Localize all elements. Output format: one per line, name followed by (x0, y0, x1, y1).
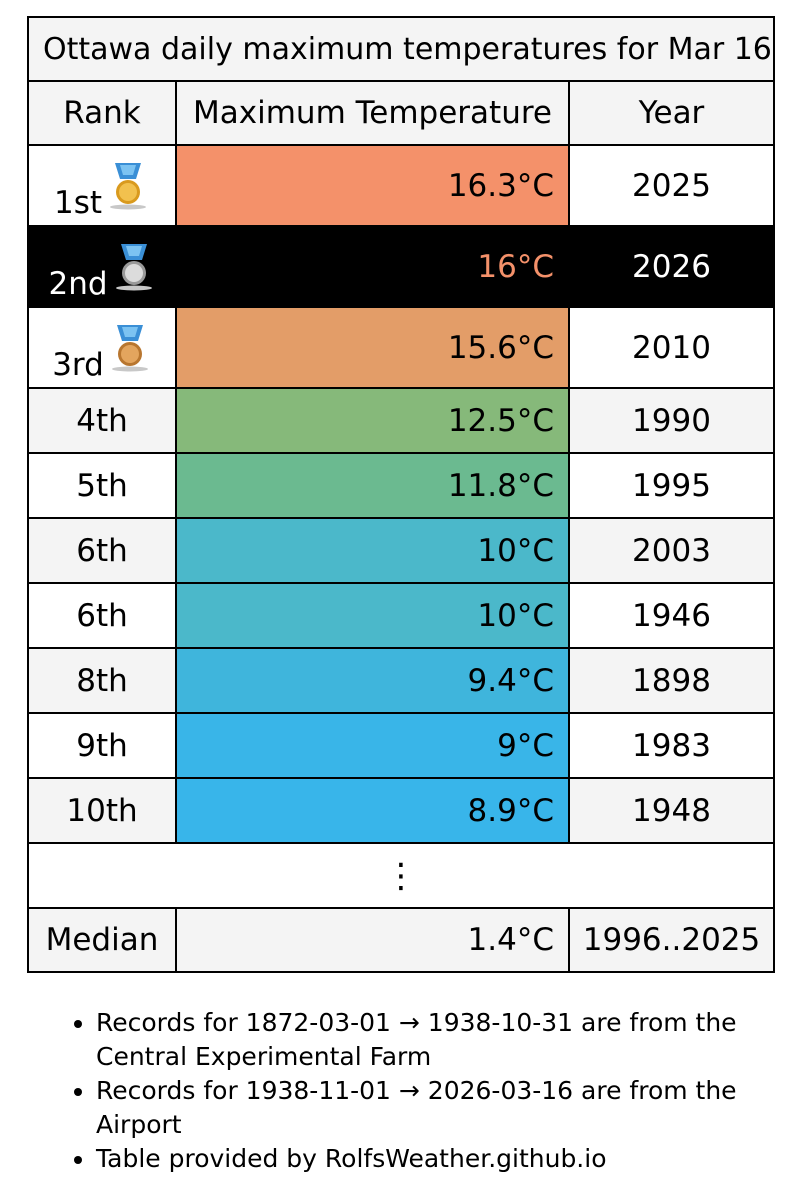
bronze-medal-icon (108, 323, 152, 373)
table-row: 8th 9.4°C 1898 (27, 647, 775, 714)
median-row: Median 1.4°C 1996..2025 (27, 907, 775, 973)
year-column-header: Year (568, 80, 775, 146)
temperature-cell: 11.8°C (175, 452, 570, 519)
note-item: Records for 1872-03-01 → 1938-10-31 are … (96, 1006, 800, 1074)
year-cell: 2003 (568, 517, 775, 584)
median-year-range: 1996..2025 (568, 907, 775, 973)
year-cell: 2010 (568, 306, 775, 389)
temperature-cell: 9.4°C (175, 647, 570, 714)
year-cell: 1898 (568, 647, 775, 714)
median-label: Median (27, 907, 177, 973)
year-cell: 1983 (568, 712, 775, 779)
gold-medal-icon (106, 161, 150, 211)
year-cell: 2026 (568, 225, 775, 308)
temperature-column-header: Maximum Temperature (175, 80, 570, 146)
table-row: 4th 12.5°C 1990 (27, 387, 775, 454)
records-table: Ottawa daily maximum temperatures for Ma… (27, 16, 775, 973)
table-row: 6th 10°C 2003 (27, 517, 775, 584)
temperature-cell: 15.6°C (175, 306, 570, 389)
year-cell: 1948 (568, 777, 775, 844)
rank-cell: 5th (27, 452, 177, 519)
year-cell: 1995 (568, 452, 775, 519)
table-title: Ottawa daily maximum temperatures for Ma… (27, 16, 775, 82)
year-cell: 1990 (568, 387, 775, 454)
rank-cell: 3rd (27, 306, 177, 389)
rank-cell: 8th (27, 647, 177, 714)
rank-cell: 9th (27, 712, 177, 779)
records-table-container: Ottawa daily maximum temperatures for Ma… (27, 16, 775, 973)
records-table-body: 1st 16.3°C 2025 2nd 16°C 2026 3rd 15.6°C 2010 4th… (27, 144, 775, 973)
temperature-cell: 8.9°C (175, 777, 570, 844)
ellipsis-row: ⋮ (27, 842, 775, 909)
rank-label: 3rd (52, 346, 104, 383)
silver-medal-icon (112, 242, 156, 292)
rank-cell: 10th (27, 777, 177, 844)
table-header-row: Rank Maximum Temperature Year (27, 80, 775, 146)
median-temperature: 1.4°C (175, 907, 570, 973)
table-row: 6th 10°C 1946 (27, 582, 775, 649)
note-item: Table provided by RolfsWeather.github.io (96, 1142, 800, 1176)
rank-cell: 1st (27, 144, 177, 227)
rank-label: 1st (53, 184, 103, 221)
temperature-cell: 12.5°C (175, 387, 570, 454)
ellipsis: ⋮ (27, 842, 775, 909)
table-row: 1st 16.3°C 2025 (27, 144, 775, 227)
rank-cell: 2nd (27, 225, 177, 308)
table-row: 9th 9°C 1983 (27, 712, 775, 779)
table-row: 10th 8.9°C 1948 (27, 777, 775, 844)
table-row-highlighted: 2nd 16°C 2026 (27, 225, 775, 308)
temperature-cell: 10°C (175, 517, 570, 584)
note-item: Records for 1938-11-01 → 2026-03-16 are … (96, 1074, 800, 1142)
rank-cell: 6th (27, 582, 177, 649)
year-cell: 2025 (568, 144, 775, 227)
rank-cell: 6th (27, 517, 177, 584)
temperature-cell: 16°C (175, 225, 570, 308)
table-row: 3rd 15.6°C 2010 (27, 306, 775, 389)
year-cell: 1946 (568, 582, 775, 649)
rank-cell: 4th (27, 387, 177, 454)
table-title-row: Ottawa daily maximum temperatures for Ma… (27, 16, 775, 82)
table-row: 5th 11.8°C 1995 (27, 452, 775, 519)
temperature-cell: 16.3°C (175, 144, 570, 227)
rank-label: 2nd (48, 265, 108, 302)
temperature-cell: 9°C (175, 712, 570, 779)
notes-list: Records for 1872-03-01 → 1938-10-31 are … (50, 1006, 800, 1176)
temperature-cell: 10°C (175, 582, 570, 649)
rank-column-header: Rank (27, 80, 177, 146)
